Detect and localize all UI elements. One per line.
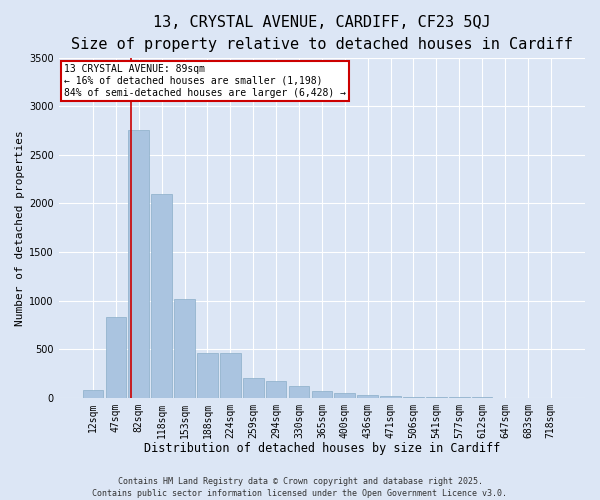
Bar — [380, 396, 401, 398]
Bar — [174, 298, 195, 398]
Bar — [289, 386, 309, 398]
Bar — [83, 390, 103, 398]
X-axis label: Distribution of detached houses by size in Cardiff: Distribution of detached houses by size … — [144, 442, 500, 455]
Bar — [151, 194, 172, 398]
Bar — [358, 395, 378, 398]
Bar — [243, 378, 263, 398]
Bar — [334, 393, 355, 398]
Bar — [197, 353, 218, 398]
Text: Contains HM Land Registry data © Crown copyright and database right 2025.
Contai: Contains HM Land Registry data © Crown c… — [92, 476, 508, 498]
Bar — [220, 353, 241, 398]
Y-axis label: Number of detached properties: Number of detached properties — [15, 130, 25, 326]
Bar — [311, 391, 332, 398]
Bar — [106, 317, 126, 398]
Title: 13, CRYSTAL AVENUE, CARDIFF, CF23 5QJ
Size of property relative to detached hous: 13, CRYSTAL AVENUE, CARDIFF, CF23 5QJ Si… — [71, 15, 573, 52]
Text: 13 CRYSTAL AVENUE: 89sqm
← 16% of detached houses are smaller (1,198)
84% of sem: 13 CRYSTAL AVENUE: 89sqm ← 16% of detach… — [64, 64, 346, 98]
Bar — [403, 397, 424, 398]
Bar — [128, 130, 149, 398]
Bar — [266, 381, 286, 398]
